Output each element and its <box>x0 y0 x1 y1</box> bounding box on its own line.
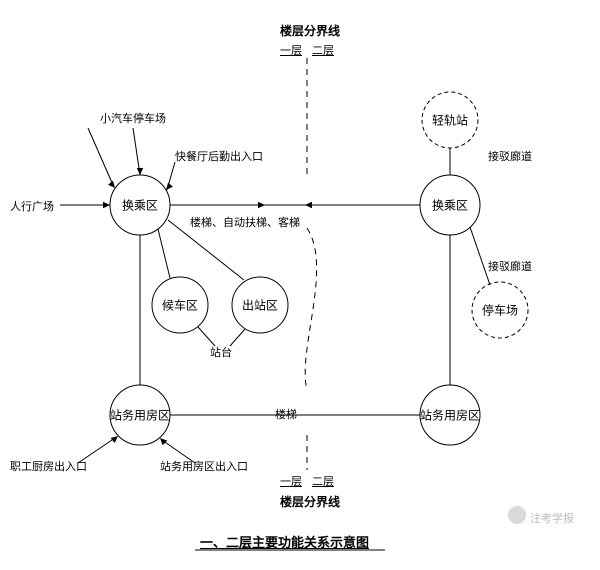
label-car-parking: 小汽车停车场 <box>100 110 166 126</box>
label-stairs2: 楼梯 <box>275 406 297 422</box>
node-service-right-label: 站务用房区 <box>420 407 480 424</box>
watermark-text: 注考学报 <box>530 510 574 526</box>
label-staff-kitchen: 职工厨房出入口 <box>10 458 87 474</box>
floor1-top: 一层 <box>280 42 302 58</box>
label-service-exit: 站务用房区出入口 <box>160 458 248 474</box>
node-transfer-right-label: 换乘区 <box>432 197 468 214</box>
node-service-left-label: 站务用房区 <box>110 407 170 424</box>
label-platform: 站台 <box>210 344 232 360</box>
label-pedestrian: 人行广场 <box>10 198 54 214</box>
label-stairs-full: 楼梯、自动扶梯、客梯 <box>190 214 300 230</box>
boundary-label-top: 楼层分界线 <box>280 22 340 39</box>
node-light-rail-label: 轻轨站 <box>432 112 468 129</box>
label-corridor-top: 接驳廊道 <box>488 148 532 164</box>
node-transfer-left-label: 换乘区 <box>122 197 158 214</box>
label-corridor-bot: 接驳廊道 <box>488 258 532 274</box>
label-restaurant-exit: 快餐厅后勤出入口 <box>175 148 263 164</box>
floor2-bot: 二层 <box>312 473 334 489</box>
floor1-bot: 一层 <box>280 473 302 489</box>
node-exit-label: 出站区 <box>242 297 278 314</box>
diagram-caption: 一、二层主要功能关系示意图 <box>200 532 369 551</box>
boundary-label-bot: 楼层分界线 <box>280 493 340 510</box>
node-waiting-label: 候车区 <box>162 297 198 314</box>
floor2-top: 二层 <box>312 42 334 58</box>
node-parking-right-label: 停车场 <box>482 302 518 319</box>
watermark-icon <box>508 506 526 524</box>
